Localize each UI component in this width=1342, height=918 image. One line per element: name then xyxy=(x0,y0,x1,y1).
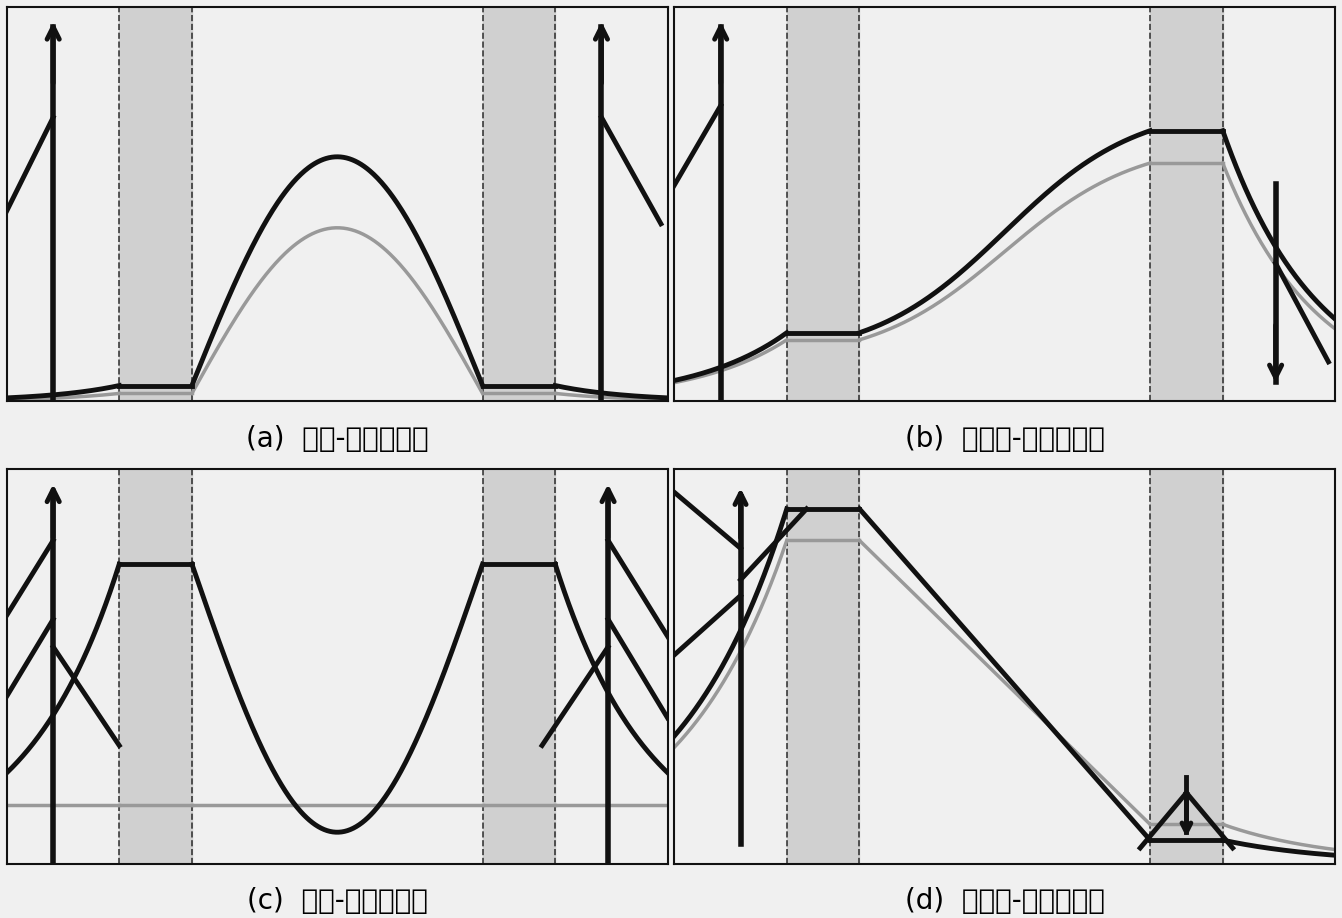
Bar xyxy=(786,469,859,864)
Text: (d)  反对称-高能量模式: (d) 反对称-高能量模式 xyxy=(905,888,1104,915)
Text: (c)  对称-高能量模式: (c) 对称-高能量模式 xyxy=(247,888,428,915)
Bar xyxy=(1150,7,1223,401)
Text: (b)  反对称-低能量模式: (b) 反对称-低能量模式 xyxy=(905,425,1104,453)
Bar xyxy=(119,7,192,401)
Bar xyxy=(483,469,556,864)
Bar xyxy=(1150,469,1223,864)
Bar xyxy=(786,7,859,401)
Bar xyxy=(483,7,556,401)
Text: (a)  对称-低能量模式: (a) 对称-低能量模式 xyxy=(246,425,428,453)
Bar xyxy=(119,469,192,864)
